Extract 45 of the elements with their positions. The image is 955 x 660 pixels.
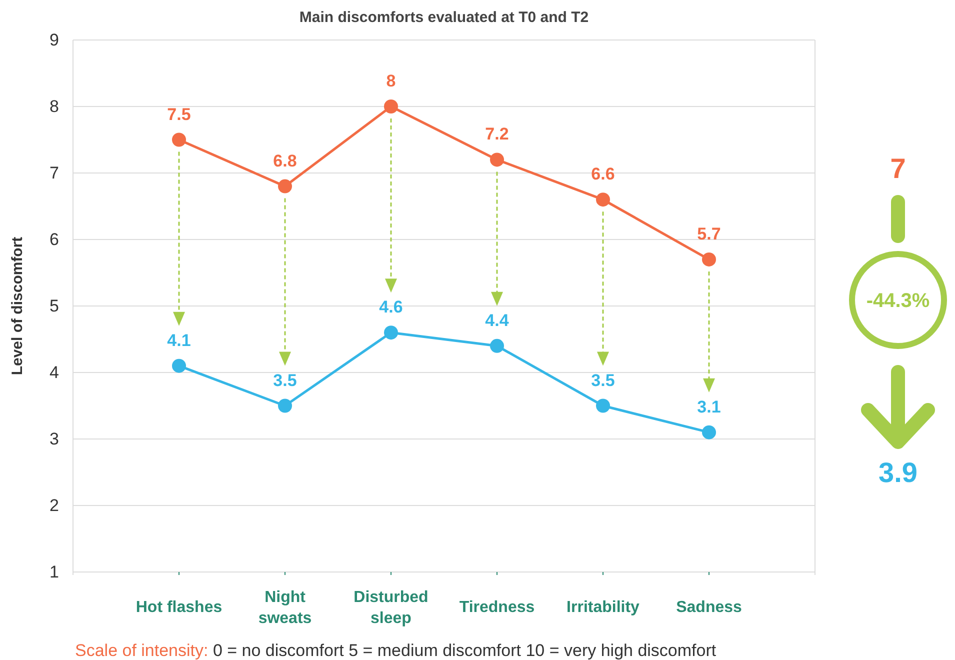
text: -44.3%: [866, 290, 930, 312]
y-tick-label: 5: [50, 296, 59, 316]
y-tick-label: 8: [50, 96, 59, 116]
point: [278, 179, 292, 194]
data-label: 4.4: [485, 310, 510, 330]
x-tick-label: Irritability: [566, 599, 640, 616]
y-tick-label: 1: [50, 562, 59, 582]
data-label: 6.6: [591, 164, 615, 184]
y-axis-title: Level of discomfort: [9, 236, 26, 376]
x-tick-label: Tiredness: [459, 599, 535, 616]
point: [702, 425, 716, 440]
point: [702, 252, 716, 266]
y-tick-label: 9: [50, 30, 59, 50]
point: [490, 152, 504, 167]
point: [384, 326, 398, 340]
data-label: 3.5: [273, 370, 297, 390]
data-label: 7.2: [485, 124, 509, 144]
data-label: 3.1: [697, 397, 721, 416]
y-tick-label: 3: [50, 429, 59, 448]
data-label: 8: [386, 72, 396, 90]
point: [172, 358, 186, 373]
point: [172, 132, 186, 147]
x-tick-label: Sadness: [676, 599, 742, 616]
x-tick-label: Disturbed sleep: [354, 589, 428, 627]
data-label: 3.5: [591, 370, 615, 390]
data-label: 4.6: [379, 298, 403, 317]
point: [490, 338, 504, 353]
text: 7: [890, 153, 906, 184]
point: [278, 398, 292, 413]
y-tick-label: 6: [50, 230, 59, 249]
chart-title: Main discomforts evaluated at T0 and T2: [299, 9, 589, 26]
y-tick-label: 4: [50, 362, 59, 382]
y-tick-label: 7: [50, 163, 59, 182]
data-label: 6.8: [273, 151, 297, 170]
y-tick-label: 2: [50, 496, 59, 515]
text: Scale of intensity: 0 = no discomfort 5 = medium discomfort 10 = very high discomfort: [75, 641, 716, 660]
data-label: 7.5: [167, 104, 191, 124]
point: [596, 192, 610, 207]
data-label: 5.7: [697, 224, 721, 244]
x-tick-label: Hot flashes: [136, 599, 222, 616]
point: [596, 398, 610, 413]
point: [384, 100, 398, 114]
text: 3.9: [878, 457, 918, 488]
data-label: 4.1: [167, 330, 191, 350]
x-tick-label: Night sweats: [258, 589, 312, 627]
